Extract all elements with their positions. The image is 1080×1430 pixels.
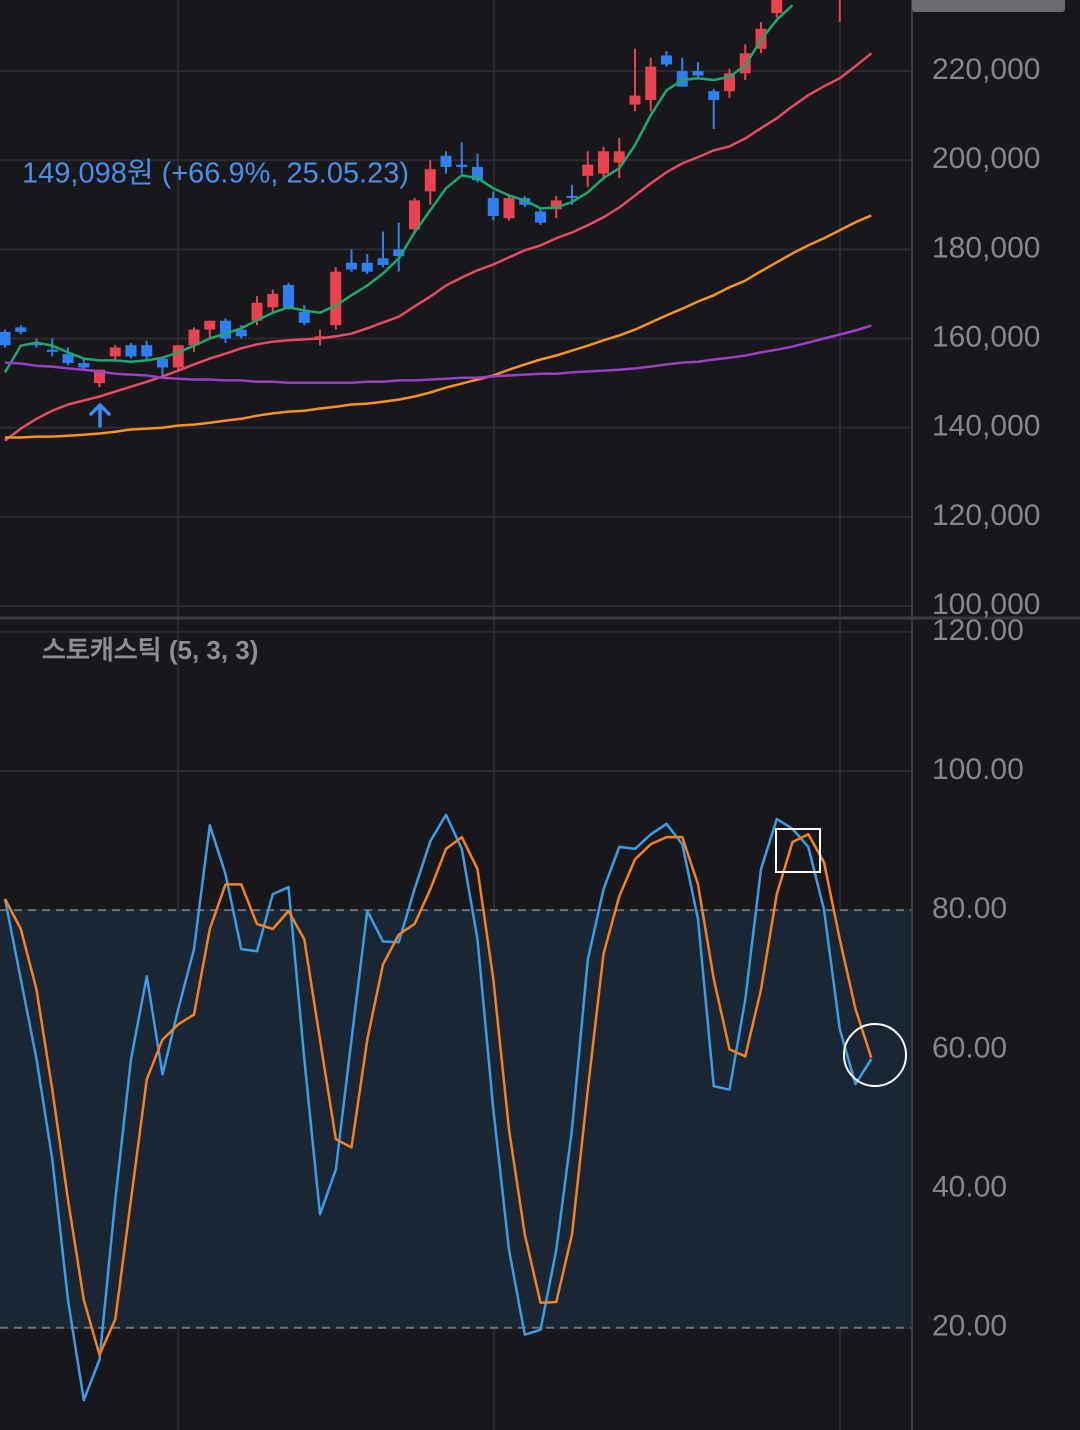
price-panel xyxy=(0,0,873,442)
candle-body xyxy=(566,195,578,198)
series-line xyxy=(4,52,873,442)
low-arrow xyxy=(89,402,111,428)
highlight-circle xyxy=(843,1023,907,1087)
candle-body xyxy=(298,311,310,323)
y-tick-label: 20.00 xyxy=(932,1310,1007,1343)
candle-body xyxy=(267,293,279,308)
y-tick-label: 100.00 xyxy=(932,753,1024,786)
candle-body xyxy=(204,320,216,330)
overlay xyxy=(89,402,907,1087)
candle-body xyxy=(550,200,562,210)
candle-body xyxy=(125,345,137,357)
stochastic-panel xyxy=(0,813,912,1402)
candle-body xyxy=(172,345,184,368)
series-line xyxy=(3,813,873,1402)
candle-body xyxy=(393,249,405,257)
candle-body xyxy=(535,211,546,223)
candle-body xyxy=(62,354,74,364)
candle-body xyxy=(141,345,153,357)
candle-body xyxy=(251,302,263,321)
candle-body xyxy=(440,155,452,167)
candle-body xyxy=(629,95,641,105)
y-tick-label: 200,000 xyxy=(932,142,1040,175)
candle-body xyxy=(456,164,468,167)
candle-body xyxy=(188,329,200,346)
annotation: 149,098원 (+66.9%, 25.05.23) xyxy=(22,158,409,190)
candle-body xyxy=(377,258,389,265)
y-tick-label: 140,000 xyxy=(932,410,1040,443)
candle-body xyxy=(15,327,27,332)
candle-body xyxy=(708,91,720,101)
series-line xyxy=(5,214,872,439)
candle-body xyxy=(503,198,515,219)
candle-body xyxy=(409,200,420,230)
candle-body xyxy=(78,363,90,368)
candle-body xyxy=(692,71,704,76)
candle-body xyxy=(361,262,373,272)
band xyxy=(0,910,912,1328)
candle-body xyxy=(330,271,342,326)
y-tick-label: 40.00 xyxy=(932,1170,1007,1203)
candle-body xyxy=(724,73,735,92)
candle-body xyxy=(31,342,42,346)
y-tick-label: 60.00 xyxy=(932,1031,1007,1064)
series-line xyxy=(3,833,873,1357)
candle-body xyxy=(94,369,105,384)
candle-body xyxy=(235,329,247,337)
y-tick-label: 180,000 xyxy=(932,231,1040,264)
series-line xyxy=(3,4,794,374)
candle-body xyxy=(283,285,294,308)
candle-body xyxy=(661,55,672,65)
candle-body xyxy=(645,66,657,101)
candle-body xyxy=(109,347,121,357)
candle-body xyxy=(220,320,231,339)
candle-body xyxy=(598,151,609,174)
candle-body xyxy=(472,166,483,181)
y-tick-label: 120,000 xyxy=(932,499,1040,532)
panel-title: 스토캐스틱 (5, 3, 3) xyxy=(42,635,258,665)
highlight-box xyxy=(775,828,821,873)
candle-body xyxy=(346,262,357,270)
candle-body xyxy=(157,358,168,368)
candle-body xyxy=(771,0,783,14)
candle-body xyxy=(487,198,499,216)
candle-body xyxy=(46,349,58,352)
y-tick-label: 80.00 xyxy=(932,892,1007,925)
y-tick-label: 100,000 xyxy=(932,588,1040,621)
candle-body xyxy=(582,164,594,176)
price-tag xyxy=(912,0,1065,12)
y-tick-label: 220,000 xyxy=(932,53,1040,86)
y-tick-label: 160,000 xyxy=(932,320,1040,353)
y-tick-label: 120.00 xyxy=(932,614,1024,647)
series-line xyxy=(4,324,872,384)
candle-body xyxy=(0,331,11,346)
candle-body xyxy=(613,151,625,163)
candle-body xyxy=(424,169,436,192)
